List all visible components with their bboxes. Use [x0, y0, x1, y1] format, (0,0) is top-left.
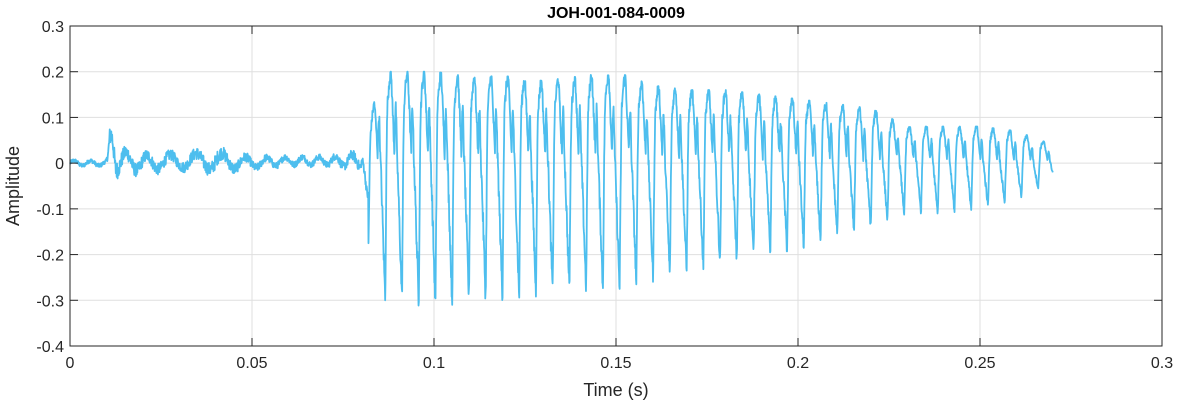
x-tick-label: 0.25 [964, 355, 995, 372]
x-tick-label: 0.2 [787, 355, 809, 372]
x-tick-label: 0.1 [423, 355, 445, 372]
y-tick-label: -0.4 [36, 339, 64, 356]
y-tick-label: 0.3 [42, 19, 64, 36]
x-tick-label: 0.15 [600, 355, 631, 372]
waveform-line [69, 70, 1054, 307]
y-axis-label: Amplitude [3, 146, 23, 226]
x-tick-label: 0 [66, 355, 75, 372]
y-tick-labels: -0.4 -0.3 -0.2 -0.1 0 0.1 0.2 0.3 [36, 19, 64, 356]
y-tick-label: 0.2 [42, 65, 64, 82]
x-axis-label: Time (s) [583, 380, 648, 400]
y-tick-label: 0 [55, 156, 64, 173]
x-tick-label: 0.3 [1151, 355, 1173, 372]
chart-title: JOH-001-084-0009 [547, 5, 685, 22]
x-tick-label: 0.05 [236, 355, 267, 372]
ticks [69, 25, 1163, 347]
y-tick-label: -0.2 [36, 248, 64, 265]
y-tick-label: -0.3 [36, 293, 64, 310]
y-tick-label: 0.1 [42, 110, 64, 127]
y-tick-label: -0.1 [36, 202, 64, 219]
x-tick-labels: 0 0.05 0.1 0.15 0.2 0.25 0.3 [66, 355, 1174, 372]
